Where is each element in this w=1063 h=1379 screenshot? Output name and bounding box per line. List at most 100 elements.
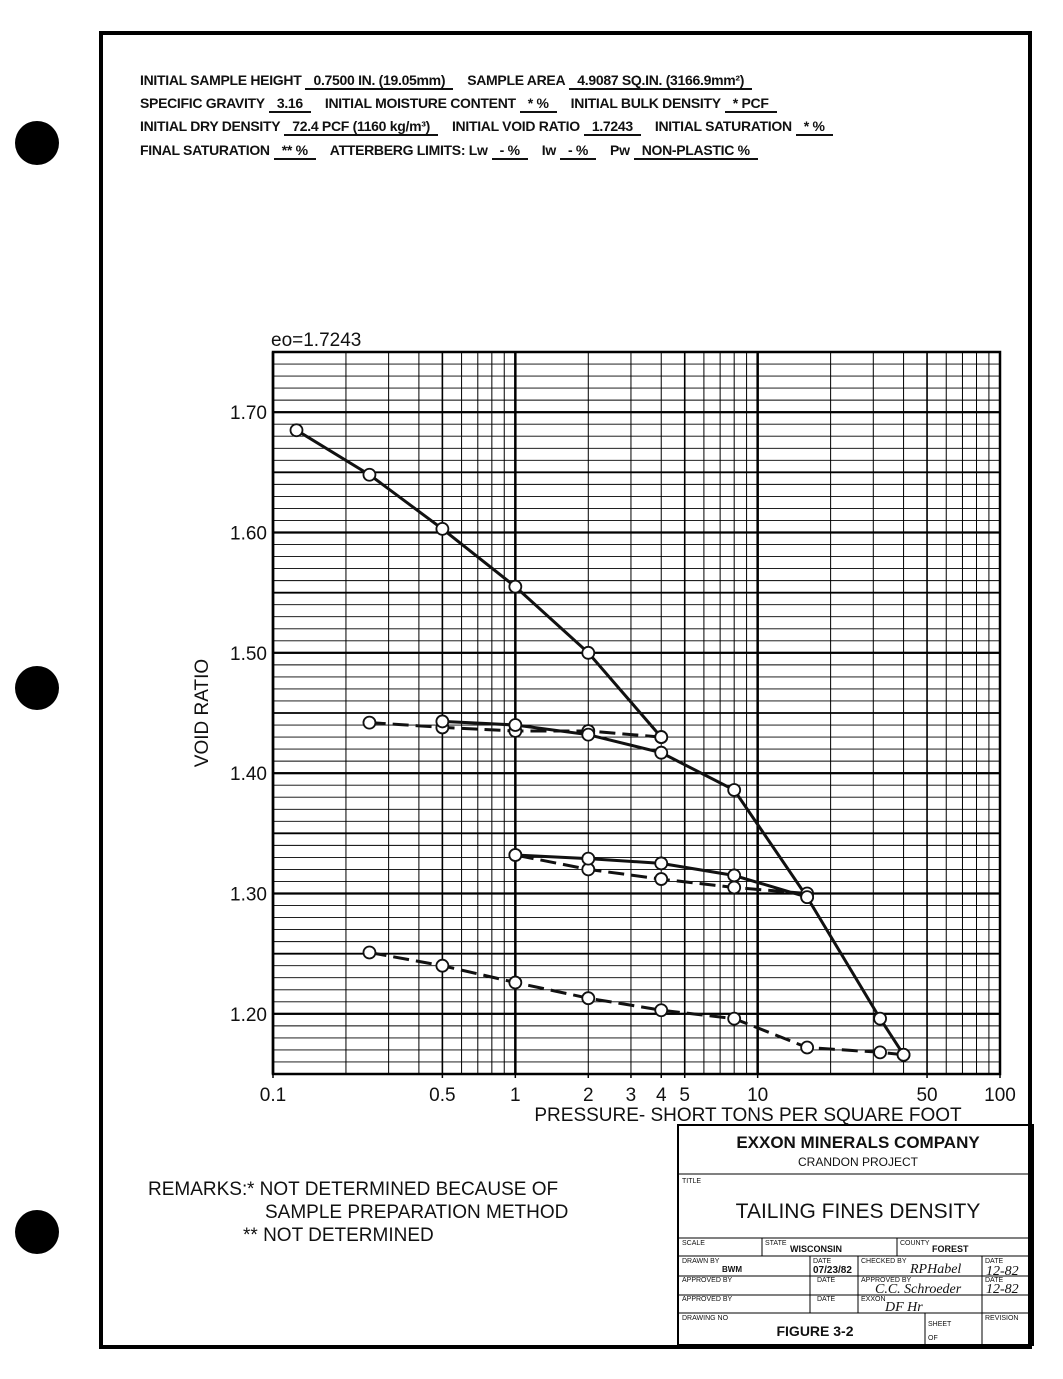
approved-date: 12-82 [986, 1282, 1019, 1297]
header-row: INITIAL DRY DENSITY 72.4 PCF (1160 kg/m³)… [140, 118, 833, 136]
project: CRANDON PROJECT [798, 1155, 919, 1169]
data-point [289, 423, 304, 438]
header-field: FINAL SATURATION ** % [140, 142, 316, 160]
x-tick-label: 1 [510, 1085, 521, 1106]
field-label: APPROVED BY [682, 1296, 733, 1303]
field-label: INITIAL DRY DENSITY [140, 118, 281, 134]
field-label: TITLE [682, 1178, 701, 1185]
y-axis-label: VOID RATIO [192, 659, 213, 767]
data-point [581, 991, 596, 1006]
checked-by: RPHabel [909, 1262, 961, 1277]
header-field: INITIAL SATURATION * % [654, 118, 833, 136]
field-value: * % [519, 95, 557, 113]
approved-by: C.C. Schroeder [875, 1282, 962, 1297]
x-tick-label: 0.5 [429, 1085, 455, 1106]
field-label: DATE [985, 1277, 1003, 1284]
drawn-by: BWM [722, 1265, 742, 1274]
data-point [581, 727, 596, 742]
data-point [362, 467, 377, 482]
data-point [435, 521, 450, 536]
field-label: APPROVED BY [861, 1277, 912, 1284]
plot-frame [271, 350, 1002, 1076]
field-label: Iw [541, 142, 556, 158]
y-tick-label: 1.40 [230, 764, 267, 785]
field-label: SHEET [928, 1321, 952, 1328]
header-row: INITIAL SAMPLE HEIGHT 0.7500 IN. (19.05mm… [140, 72, 753, 90]
x-tick-label: 10 [747, 1085, 768, 1106]
field-label: INITIAL SATURATION [654, 118, 792, 134]
data-point [727, 868, 742, 883]
field-value: ** % [273, 142, 316, 160]
data-point [508, 718, 523, 732]
state: WISCONSIN [790, 1244, 842, 1254]
field-label: FINAL SATURATION [140, 142, 270, 158]
field-label: DATE [985, 1258, 1003, 1265]
data-point [362, 945, 377, 960]
data-point [508, 975, 523, 990]
data-point [873, 1045, 887, 1060]
field-label: SAMPLE AREA [467, 72, 566, 88]
x-tick-label: 100 [984, 1085, 1016, 1106]
data-point [435, 958, 450, 973]
data-point [362, 715, 377, 730]
x-tick-label: 4 [656, 1085, 667, 1106]
data-point [581, 645, 596, 660]
field-label: DATE [813, 1258, 831, 1265]
field-value: 3.16 [268, 95, 311, 113]
county: FOREST [932, 1244, 969, 1254]
header-field: INITIAL VOID RATIO 1.7243 [452, 118, 641, 136]
data-point [654, 730, 669, 744]
field-label: OF [928, 1335, 938, 1342]
remark-line: * NOT DETERMINED BECAUSE OF [247, 1179, 558, 1200]
data-point [435, 714, 450, 729]
figure-number: FIGURE 3-2 [776, 1323, 853, 1339]
page-border [99, 31, 1032, 1349]
y-tick-label: 1.70 [230, 403, 267, 424]
header-field: SPECIFIC GRAVITY 3.16 [140, 95, 311, 113]
curve [442, 719, 809, 898]
field-value: 1.7243 [583, 118, 641, 136]
punch-hole [15, 666, 59, 710]
data-point [896, 1047, 911, 1062]
punch-hole [15, 1210, 59, 1254]
data-point [508, 579, 523, 594]
field-value: NON-PLASTIC % [633, 142, 758, 160]
remark-line: SAMPLE PREPARATION METHOD [265, 1202, 568, 1223]
data-point [727, 880, 742, 895]
field-label: SPECIFIC GRAVITY [140, 95, 265, 111]
field-label: COUNTY [900, 1240, 930, 1247]
remarks-label: REMARKS: [148, 1179, 247, 1200]
exxon-sign: DF Hr [884, 1300, 923, 1315]
data-point [654, 1003, 669, 1018]
header-row: FINAL SATURATION ** % ATTERBERG LIMITS: Lw… [140, 142, 758, 160]
title-block [677, 1124, 1034, 1346]
field-label: STATE [765, 1240, 787, 1247]
remark-line: ** NOT DETERMINED [243, 1225, 434, 1246]
header-field: Iw - % [541, 142, 597, 160]
data-point [727, 1011, 742, 1026]
field-label: DATE [817, 1277, 835, 1284]
data-point [800, 890, 815, 905]
header-field: INITIAL BULK DENSITY * PCF [571, 95, 777, 113]
field-label: INITIAL MOISTURE CONTENT [324, 95, 516, 111]
field-value: - % [559, 142, 597, 160]
x-tick-label: 5 [679, 1085, 690, 1106]
field-value: 0.7500 IN. (19.05mm) [305, 72, 454, 90]
field-label: REVISION [985, 1315, 1018, 1322]
y-tick-label: 1.50 [230, 644, 267, 665]
plot [271, 350, 1002, 1078]
data-point [654, 745, 669, 760]
data-point [508, 848, 523, 862]
curve [369, 951, 904, 1057]
field-value: 72.4 PCF (1160 kg/m³) [284, 118, 438, 136]
x-axis-label: PRESSURE- SHORT TONS PER SQUARE FOOT [534, 1105, 962, 1126]
field-value: * % [795, 118, 833, 136]
field-label: CHECKED BY [861, 1258, 907, 1265]
data-point [727, 783, 742, 797]
header-field: SAMPLE AREA 4.9087 SQ.IN. (3166.9mm²) [467, 72, 753, 90]
data-point [654, 856, 669, 871]
annotation: eo=1.7243 [271, 330, 361, 351]
